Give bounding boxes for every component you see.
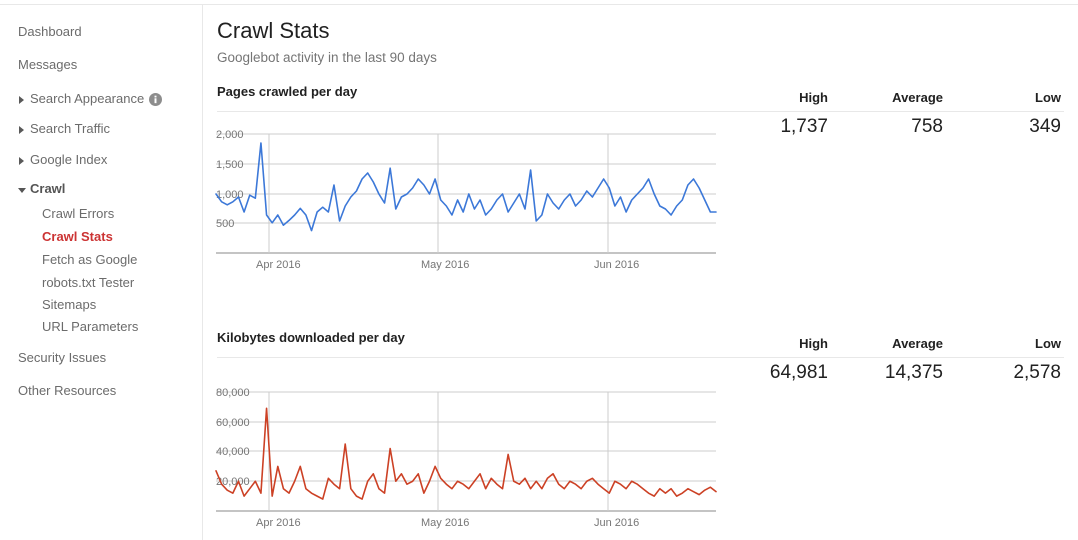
svg-text:1,500: 1,500 bbox=[216, 159, 244, 171]
svg-text:May 2016: May 2016 bbox=[421, 517, 469, 529]
svg-text:80,000: 80,000 bbox=[216, 387, 250, 399]
svg-text:2,000: 2,000 bbox=[216, 129, 244, 141]
svg-text:Jun 2016: Jun 2016 bbox=[594, 517, 639, 529]
svg-text:60,000: 60,000 bbox=[216, 417, 250, 429]
svg-text:500: 500 bbox=[216, 218, 234, 230]
svg-text:Apr 2016: Apr 2016 bbox=[256, 517, 301, 529]
svg-text:Apr 2016: Apr 2016 bbox=[256, 259, 301, 271]
svg-text:Jun 2016: Jun 2016 bbox=[594, 259, 639, 271]
svg-text:40,000: 40,000 bbox=[216, 446, 250, 458]
svg-text:May 2016: May 2016 bbox=[421, 259, 469, 271]
